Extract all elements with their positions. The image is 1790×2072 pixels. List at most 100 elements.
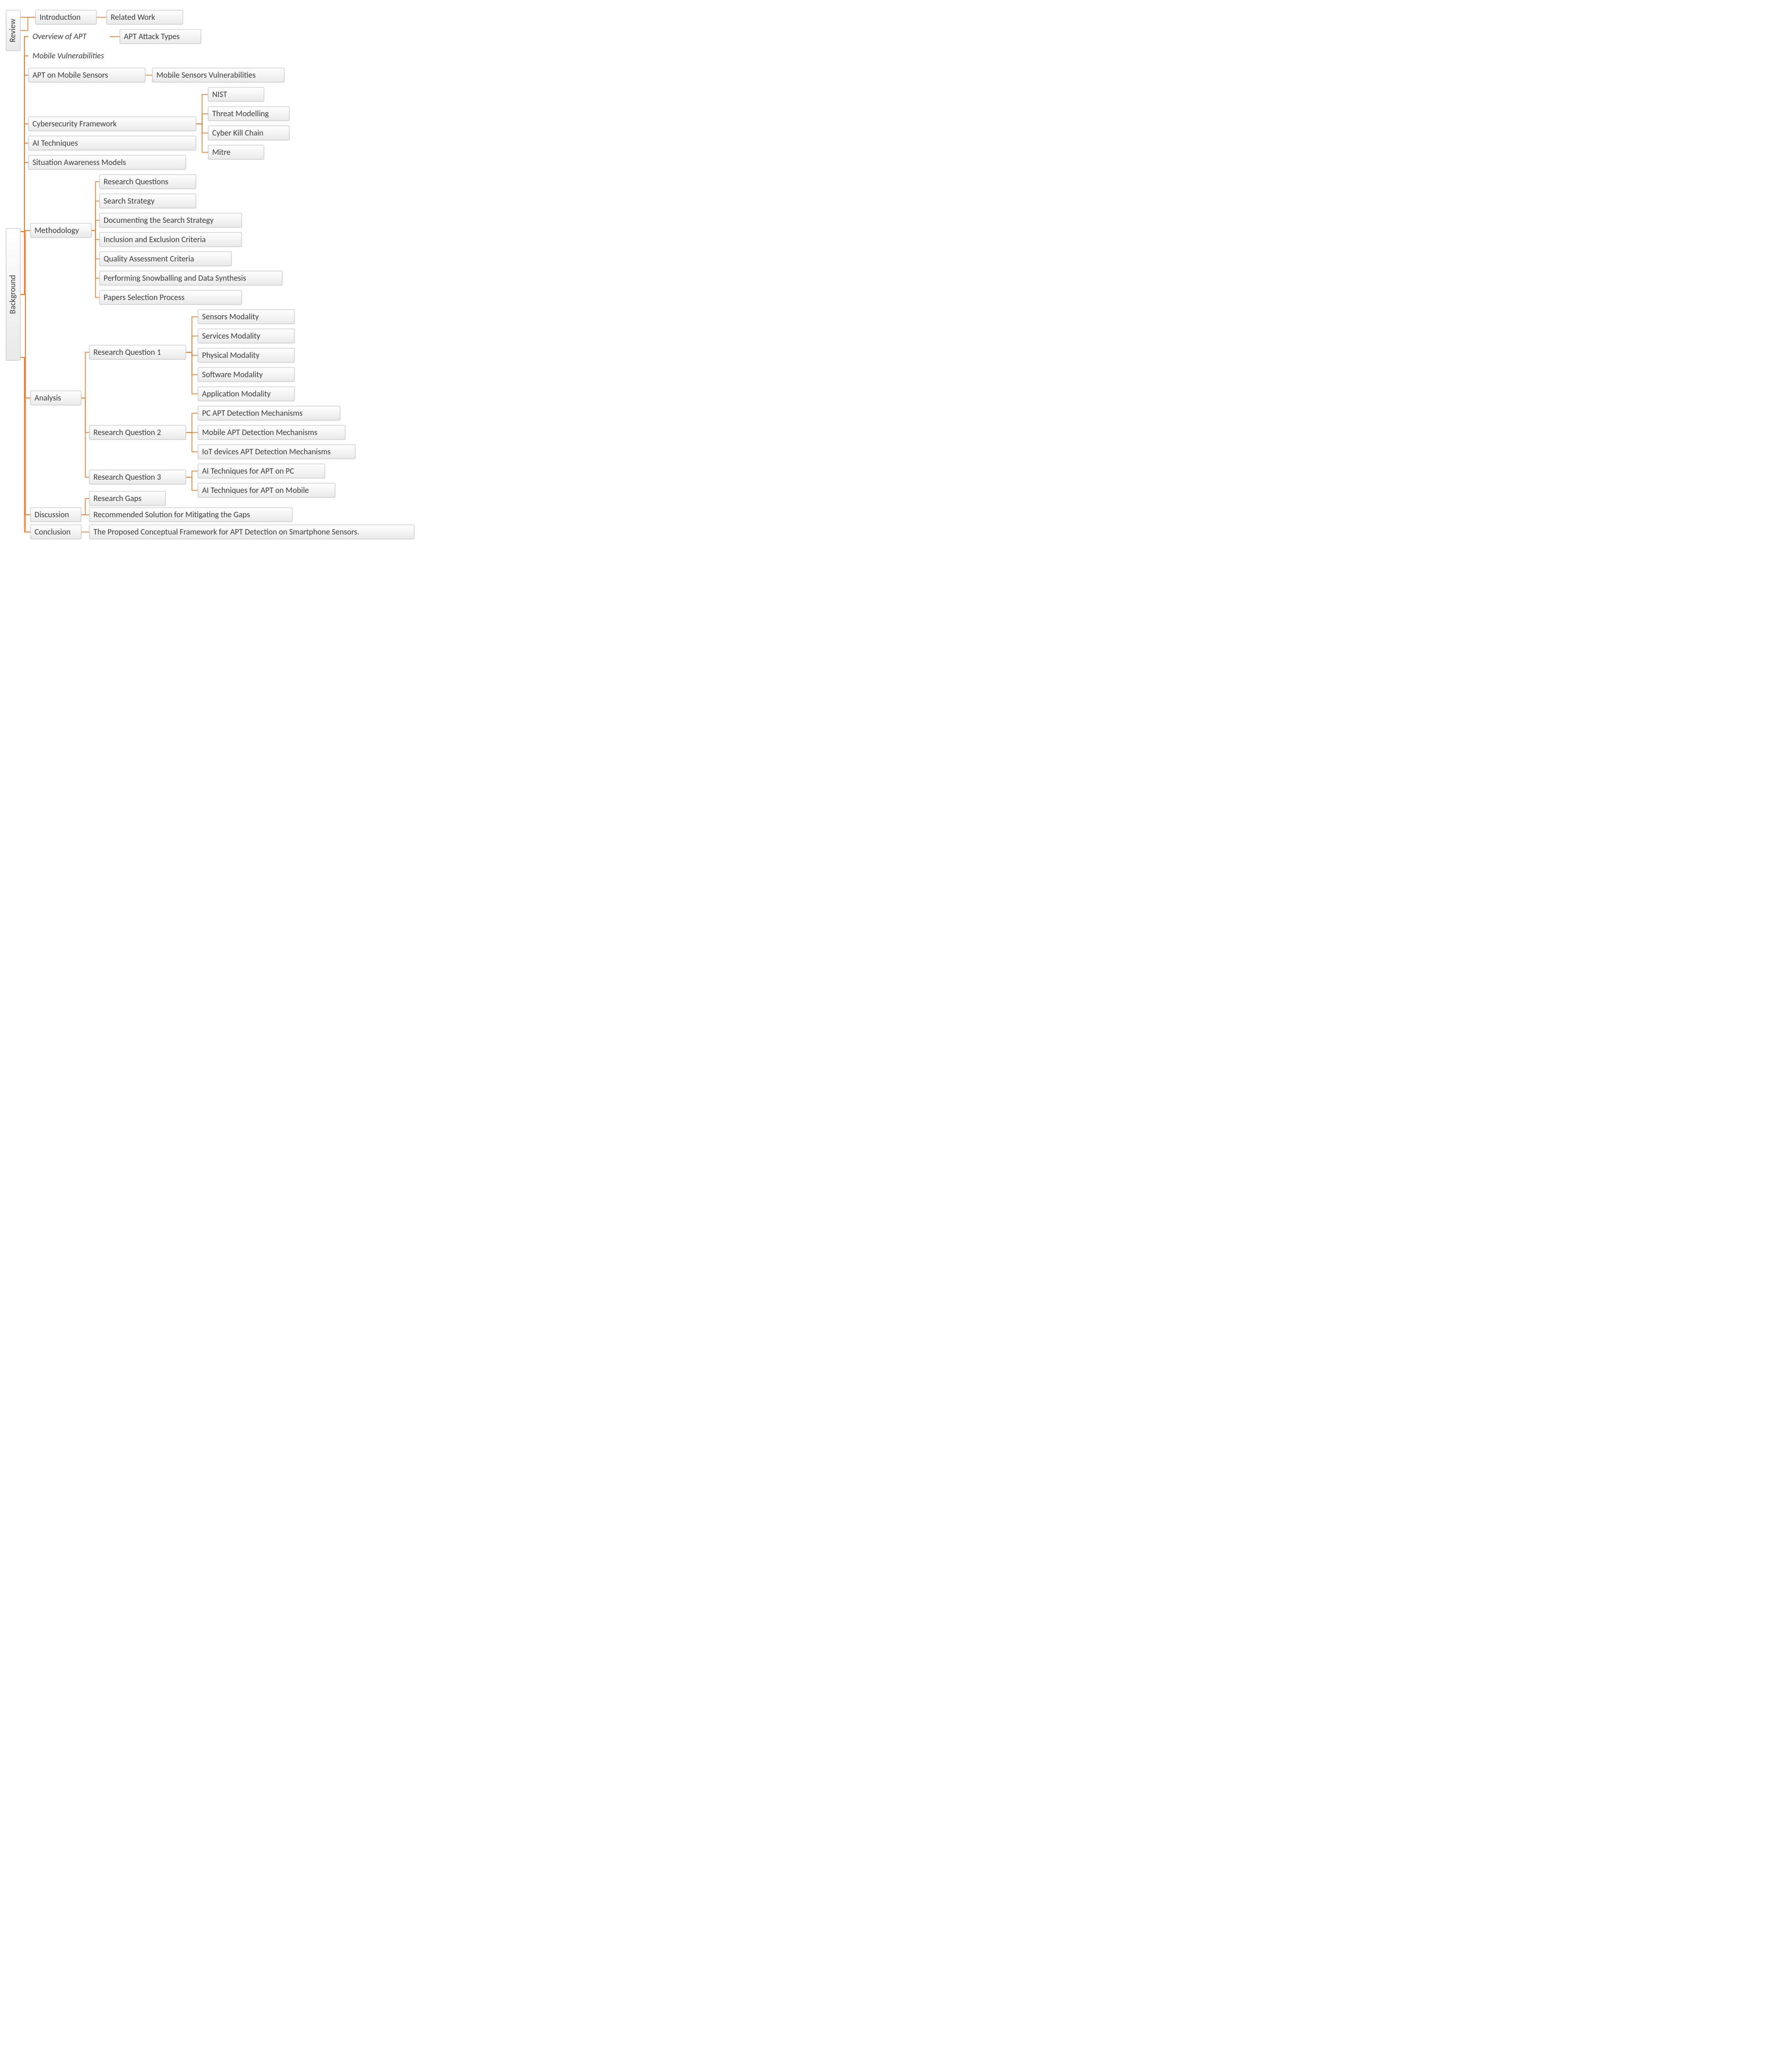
node-cyfw: Cybersecurity Framework xyxy=(28,117,196,131)
node-aptmob: APT on Mobile Sensors xyxy=(28,68,145,82)
node-recsol: Recommended Solution for Mitigating the … xyxy=(89,508,292,522)
edge-background-samodels xyxy=(20,162,28,231)
svg-text:Mobile Vulnerabilities: Mobile Vulnerabilities xyxy=(32,51,105,61)
edge-method-psp xyxy=(91,230,100,297)
svg-text:AI Techniques for APT on Mobil: AI Techniques for APT on Mobile xyxy=(202,486,309,495)
node-samodels: Situation Awareness Models xyxy=(28,155,186,170)
node-method: Methodology xyxy=(30,223,91,238)
node-iotdet: IoT devices APT Detection Mechanisms xyxy=(198,445,355,459)
edge-method-dss xyxy=(91,220,100,230)
node-tmodel: Threat Modelling xyxy=(208,107,289,121)
node-snow: Performing Snowballing and Data Synthesi… xyxy=(100,271,282,285)
node-related: Related Work xyxy=(107,10,183,24)
edge-rq2-pcdet xyxy=(186,413,198,432)
node-disc: Discussion xyxy=(30,508,81,522)
svg-text:Recommended Solution for Mitig: Recommended Solution for Mitigating the … xyxy=(93,510,250,520)
node-msvuln: Mobile Sensors Vulnerabilities xyxy=(152,68,284,82)
svg-text:Research Question 2: Research Question 2 xyxy=(93,428,161,438)
svg-text:Mobile APT Detection Mechanism: Mobile APT Detection Mechanisms xyxy=(202,428,317,438)
svg-text:NIST: NIST xyxy=(212,90,227,99)
svg-text:Background: Background xyxy=(8,275,18,314)
svg-text:APT on Mobile Sensors: APT on Mobile Sensors xyxy=(32,71,108,80)
svg-text:Overview of APT: Overview of APT xyxy=(32,32,87,42)
node-iec: Inclusion and Exclusion Criteria xyxy=(100,232,242,247)
node-rq2: Research Question 2 xyxy=(89,425,186,440)
edge-rq1-appmod xyxy=(186,352,198,394)
node-rgaps: Research Gaps xyxy=(89,491,165,506)
edge-rq1-servmod xyxy=(186,336,198,352)
node-pcdet: PC APT Detection Mechanisms xyxy=(198,406,340,420)
node-ckc: Cyber Kill Chain xyxy=(208,126,289,140)
node-aimob: AI Techniques for APT on Mobile xyxy=(198,483,335,497)
svg-text:Methodology: Methodology xyxy=(35,226,79,236)
node-aitech: AI Techniques xyxy=(28,136,196,150)
svg-text:Threat Modelling: Threat Modelling xyxy=(212,109,269,119)
node-mobvuln: Mobile Vulnerabilities xyxy=(32,51,105,61)
edge-background-concl xyxy=(20,294,30,532)
svg-text:Search Strategy: Search Strategy xyxy=(104,196,155,206)
edge-rq3-aipc xyxy=(186,471,198,477)
node-apttypes: APT Attack Types xyxy=(120,29,201,44)
svg-text:APT Attack Types: APT Attack Types xyxy=(124,32,180,42)
edge-analysis-rq1 xyxy=(81,352,89,398)
svg-text:Cybersecurity Framework: Cybersecurity Framework xyxy=(32,119,117,129)
svg-text:Mobile Sensors Vulnerabilities: Mobile Sensors Vulnerabilities xyxy=(156,71,256,80)
svg-text:Situation Awareness Models: Situation Awareness Models xyxy=(32,158,126,168)
svg-text:Physical Modality: Physical Modality xyxy=(202,351,260,360)
node-physmod: Physical Modality xyxy=(198,348,294,362)
node-intro: Introduction xyxy=(36,10,96,24)
edge-cyfw-mitre xyxy=(196,124,208,152)
node-appmod: Application Modality xyxy=(198,387,294,401)
svg-text:Research Question 1: Research Question 1 xyxy=(93,348,161,357)
svg-text:Papers Selection Process: Papers Selection Process xyxy=(104,293,184,303)
svg-text:Quality Assessment Criteria: Quality Assessment Criteria xyxy=(104,254,194,264)
edge-cyfw-tmodel xyxy=(196,114,208,124)
node-psp: Papers Selection Process xyxy=(100,290,242,305)
node-prop: The Proposed Conceptual Framework for AP… xyxy=(89,525,414,539)
node-qac: Quality Assessment Criteria xyxy=(100,252,231,266)
node-ss: Search Strategy xyxy=(100,194,196,208)
svg-text:Related Work: Related Work xyxy=(111,13,155,22)
svg-text:Discussion: Discussion xyxy=(35,510,69,520)
svg-text:PC APT Detection Mechanisms: PC APT Detection Mechanisms xyxy=(202,409,303,418)
node-background: Background xyxy=(6,228,20,360)
node-rq3: Research Question 3 xyxy=(89,470,186,484)
tree-diagram: Review Background Introduction Related Work… xyxy=(0,0,448,548)
svg-text:Mitre: Mitre xyxy=(212,148,230,157)
edge-rq3-aimob xyxy=(186,477,198,490)
node-servmod: Services Modality xyxy=(198,329,294,343)
svg-text:AI Techniques for APT on PC: AI Techniques for APT on PC xyxy=(202,466,294,476)
node-review: Review xyxy=(6,10,20,51)
node-mitre: Mitre xyxy=(208,145,264,159)
svg-text:AI Techniques: AI Techniques xyxy=(32,139,78,148)
svg-text:Research Question 3: Research Question 3 xyxy=(93,473,161,482)
svg-text:Sensors Modality: Sensors Modality xyxy=(202,312,259,322)
node-sensmod: Sensors Modality xyxy=(198,310,294,324)
node-analysis: Analysis xyxy=(30,391,81,405)
svg-text:Review: Review xyxy=(8,18,18,42)
node-rq1: Research Question 1 xyxy=(89,345,186,359)
edge-review-intro xyxy=(20,17,36,30)
svg-text:Application Modality: Application Modality xyxy=(202,389,271,399)
svg-text:IoT devices APT Detection Mech: IoT devices APT Detection Mechanisms xyxy=(202,447,330,457)
svg-text:Research Questions: Research Questions xyxy=(104,177,169,187)
svg-text:Performing Snowballing and Dat: Performing Snowballing and Data Synthesi… xyxy=(104,274,246,283)
edge-background-method xyxy=(20,230,30,294)
node-mobdet: Mobile APT Detection Mechanisms xyxy=(198,425,345,440)
node-aipc: AI Techniques for APT on PC xyxy=(198,464,325,478)
edge-disc-rgaps xyxy=(81,498,89,515)
node-ovapt: Overview of APT xyxy=(32,32,87,42)
svg-text:Analysis: Analysis xyxy=(35,393,61,403)
node-concl: Conclusion xyxy=(30,525,81,539)
node-softmod: Software Modality xyxy=(198,367,294,382)
node-nist: NIST xyxy=(208,87,264,102)
svg-text:Introduction: Introduction xyxy=(40,13,81,22)
svg-text:Research Gaps: Research Gaps xyxy=(93,494,142,504)
svg-text:The Proposed Conceptual Framew: The Proposed Conceptual Framework for AP… xyxy=(93,527,359,537)
edge-rq2-iotdet xyxy=(186,432,198,452)
svg-text:Software Modality: Software Modality xyxy=(202,370,263,380)
svg-text:Services Modality: Services Modality xyxy=(202,331,260,341)
node-dss: Documenting the Search Strategy xyxy=(100,213,242,227)
svg-text:Conclusion: Conclusion xyxy=(35,527,71,537)
node-rq: Research Questions xyxy=(100,175,196,189)
